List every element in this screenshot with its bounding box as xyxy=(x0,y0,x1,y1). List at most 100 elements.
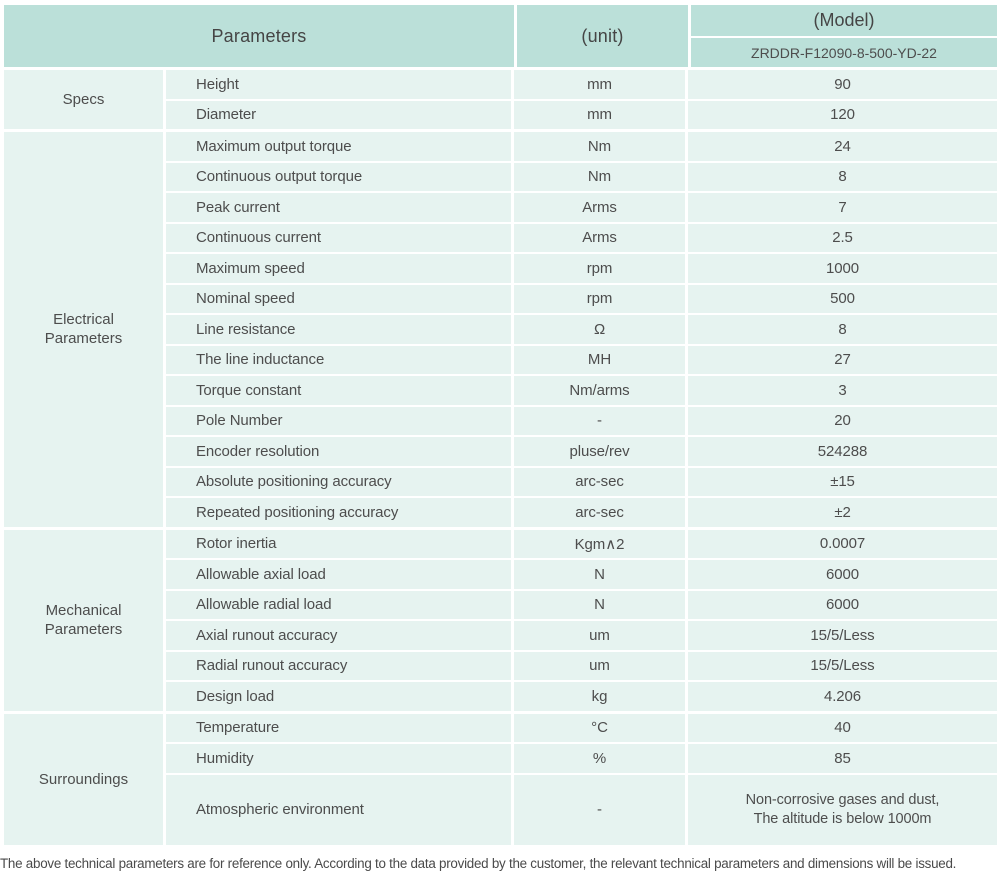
unit-cell: Nm/arms xyxy=(514,376,685,405)
unit-cell: N xyxy=(514,590,685,619)
param-name-cell: Radial runout accuracy xyxy=(166,651,511,680)
unit-cell: - xyxy=(514,774,685,845)
table-row: Temperature °C 40 xyxy=(166,713,997,742)
unit-cell: pluse/rev xyxy=(514,437,685,466)
param-name-cell: Maximum output torque xyxy=(166,132,511,161)
table-row: Continuous current Arms 2.5 xyxy=(166,223,997,252)
section-rows: Height mm 90 Diameter mm 120 xyxy=(166,70,997,129)
table-row: Diameter mm 120 xyxy=(166,100,997,129)
unit-cell: Arms xyxy=(514,193,685,222)
table-row: Height mm 90 xyxy=(166,70,997,99)
param-name-cell: Continuous output torque xyxy=(166,162,511,191)
unit-cell: mm xyxy=(514,100,685,129)
table-row: Continuous output torque Nm 8 xyxy=(166,162,997,191)
value-cell: 8 xyxy=(688,315,997,344)
value-cell: 524288 xyxy=(688,437,997,466)
value-cell: 0.0007 xyxy=(688,529,997,558)
value-cell: 15/5/Less xyxy=(688,651,997,680)
table-row: Peak current Arms 7 xyxy=(166,193,997,222)
section-surroundings: Surroundings Temperature °C 40 Humidity% 85 At… xyxy=(4,713,997,845)
value-cell: 7 xyxy=(688,193,997,222)
section-electrical-parameters: Electrical Parameters Maximum output torq… xyxy=(4,132,997,527)
param-name-cell: Maximum speed xyxy=(166,254,511,283)
unit-cell: % xyxy=(514,744,685,773)
section-label: Surroundings xyxy=(4,713,163,845)
value-cell: ±2 xyxy=(688,498,997,527)
table-row: Humidity% 85 xyxy=(166,744,997,773)
header-unit: (unit) xyxy=(517,5,688,67)
param-name-cell: Line resistance xyxy=(166,315,511,344)
table-row: Axial runout accuracy um 15/5/Less xyxy=(166,621,997,650)
value-cell: 3 xyxy=(688,376,997,405)
table-body: Specs Height mm 90 Diameter mm 120 Electrical P… xyxy=(4,70,997,845)
section-specs: Specs Height mm 90 Diameter mm 120 xyxy=(4,70,997,129)
unit-cell: Nm xyxy=(514,162,685,191)
unit-cell: N xyxy=(514,560,685,589)
param-name-cell: Continuous current xyxy=(166,223,511,252)
table-row: The line inductance MH 27 xyxy=(166,345,997,374)
unit-cell: um xyxy=(514,651,685,680)
value-cell: Non-corrosive gases and dust, The altitu… xyxy=(688,774,997,845)
param-name-cell: Repeated positioning accuracy xyxy=(166,498,511,527)
table-row: Design load kg 4.206 xyxy=(166,682,997,711)
table-row: Atmospheric environment - Non-corrosive ga… xyxy=(166,774,997,845)
unit-cell: arc-sec xyxy=(514,467,685,496)
value-cell: 15/5/Less xyxy=(688,621,997,650)
value-cell: 2.5 xyxy=(688,223,997,252)
unit-cell: Ω xyxy=(514,315,685,344)
value-cell: 40 xyxy=(688,713,997,742)
param-name-cell: Height xyxy=(166,70,511,99)
param-name-cell: Pole Number xyxy=(166,406,511,435)
section-mechanical-parameters: Mechanical Parameters Rotor inertia Kgm∧2 0… xyxy=(4,529,997,711)
header-parameters: Parameters xyxy=(4,5,514,67)
unit-cell: Kgm∧2 xyxy=(514,529,685,558)
value-cell: 8 xyxy=(688,162,997,191)
unit-cell: arc-sec xyxy=(514,498,685,527)
value-cell: 6000 xyxy=(688,590,997,619)
param-name-cell: Absolute positioning accuracy xyxy=(166,467,511,496)
param-name-cell: Nominal speed xyxy=(166,284,511,313)
table-row: Line resistance Ω 8 xyxy=(166,315,997,344)
table-row: Maximum speed rpm 1000 xyxy=(166,254,997,283)
footnote: The above technical parameters are for r… xyxy=(0,856,957,871)
table-row: Radial runout accuracy um 15/5/Less xyxy=(166,651,997,680)
section-rows: Temperature °C 40 Humidity% 85 Atmospheric en… xyxy=(166,713,997,845)
table-row: Absolute positioning accuracy arc-sec ±15 xyxy=(166,467,997,496)
unit-cell: MH xyxy=(514,345,685,374)
value-cell: 4.206 xyxy=(688,682,997,711)
param-name-cell: Humidity xyxy=(166,744,511,773)
unit-cell: rpm xyxy=(514,284,685,313)
param-name-cell: Temperature xyxy=(166,713,511,742)
table-row: Torque constant Nm/arms 3 xyxy=(166,376,997,405)
param-name-cell: Torque constant xyxy=(166,376,511,405)
section-label: Electrical Parameters xyxy=(4,132,163,527)
param-name-cell: Allowable radial load xyxy=(166,590,511,619)
unit-cell: °C xyxy=(514,713,685,742)
section-label: Specs xyxy=(4,70,163,129)
value-cell: 120 xyxy=(688,100,997,129)
table-row: Nominal speed rpm 500 xyxy=(166,284,997,313)
header-model-group: (Model) ZRDDR-F12090-8-500-YD-22 xyxy=(691,5,997,68)
spec-table: Parameters (unit) (Model) ZRDDR-F12090-8… xyxy=(4,5,997,845)
value-cell: 1000 xyxy=(688,254,997,283)
unit-cell: - xyxy=(514,406,685,435)
table-row: Pole Number -20 xyxy=(166,406,997,435)
value-cell: 90 xyxy=(688,70,997,99)
table-row: Allowable radial load N 6000 xyxy=(166,590,997,619)
param-name-cell: Axial runout accuracy xyxy=(166,621,511,650)
value-cell: 20 xyxy=(688,406,997,435)
param-name-cell: The line inductance xyxy=(166,345,511,374)
value-cell: 500 xyxy=(688,284,997,313)
section-label: Mechanical Parameters xyxy=(4,529,163,711)
param-name-cell: Peak current xyxy=(166,193,511,222)
param-name-cell: Rotor inertia xyxy=(166,529,511,558)
unit-cell: um xyxy=(514,621,685,650)
unit-cell: Arms xyxy=(514,223,685,252)
value-cell: 27 xyxy=(688,345,997,374)
unit-cell: Nm xyxy=(514,132,685,161)
value-cell: 6000 xyxy=(688,560,997,589)
param-name-cell: Atmospheric environment xyxy=(166,774,511,845)
section-rows: Rotor inertia Kgm∧2 0.0007 Allowable axial … xyxy=(166,529,997,711)
param-name-cell: Design load xyxy=(166,682,511,711)
unit-cell: kg xyxy=(514,682,685,711)
